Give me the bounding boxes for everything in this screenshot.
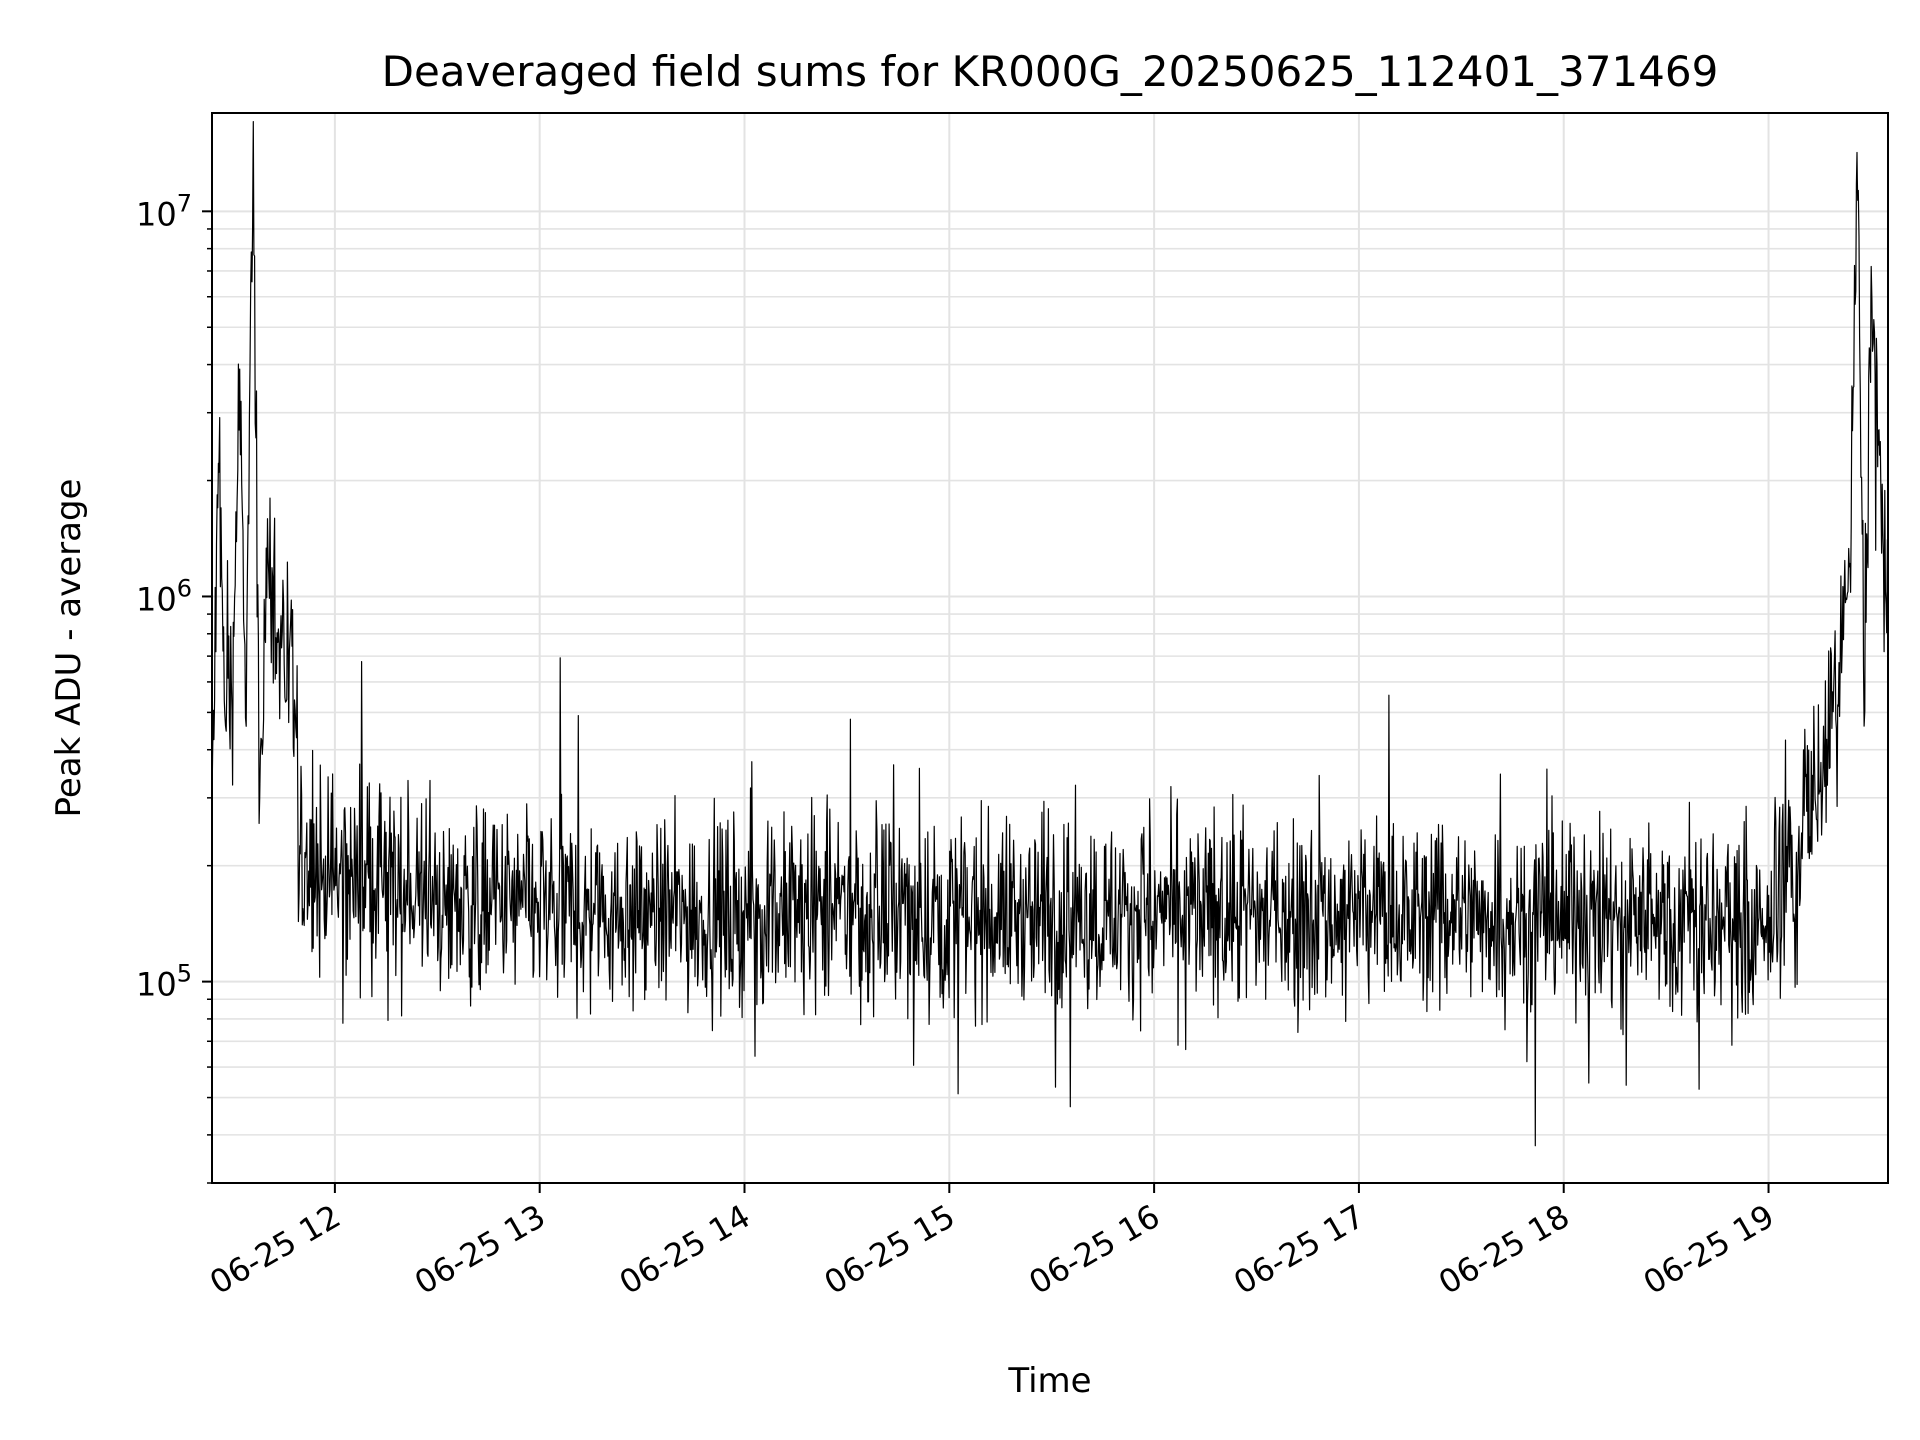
y-tick-label: 107: [136, 189, 192, 233]
x-tick-label: 06-25 13: [408, 1197, 552, 1302]
series-line: [211, 121, 1889, 1147]
x-tick-label: 06-25 15: [818, 1197, 962, 1302]
grid-layer: [212, 113, 1888, 1184]
x-tick-label: 06-25 12: [203, 1197, 347, 1302]
chart-title: Deaveraged field sums for KR000G_2025062…: [382, 47, 1719, 96]
y-tick-label: 106: [136, 574, 192, 618]
x-tick-label: 06-25 16: [1023, 1197, 1167, 1302]
y-tick-label: 105: [136, 960, 192, 1004]
series-layer: [211, 121, 1889, 1147]
x-tick-label: 06-25 17: [1227, 1197, 1371, 1302]
x-tick-label: 06-25 19: [1637, 1197, 1781, 1302]
x-tick-label: 06-25 18: [1432, 1197, 1576, 1302]
y-axis-label: Peak ADU - average: [49, 479, 89, 818]
x-axis-label: Time: [1007, 1361, 1091, 1401]
x-tick-label: 06-25 14: [613, 1197, 757, 1302]
axes-frame: [211, 112, 1889, 1184]
